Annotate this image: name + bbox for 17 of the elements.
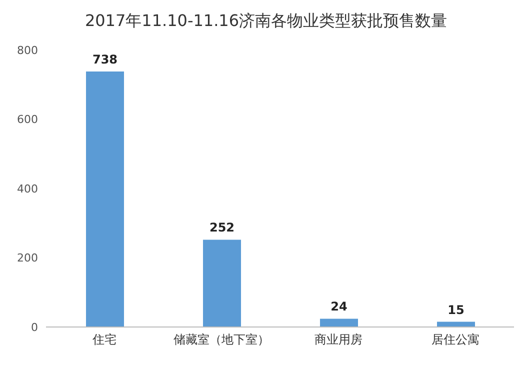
y-tick-label: 200 [17, 252, 38, 265]
data-label: 252 [209, 220, 235, 235]
y-tick-label: 800 [17, 44, 38, 57]
data-label: 15 [448, 302, 464, 317]
bar [320, 318, 358, 327]
bar [86, 71, 124, 327]
data-label: 24 [330, 300, 348, 314]
y-tick-label: 0 [31, 320, 38, 334]
x-tick-label: 储藏室（地下室） [174, 332, 270, 347]
x-tick-label: 居住公寓 [432, 332, 480, 347]
x-tick-label: 商业用房 [314, 332, 362, 347]
bar [203, 240, 241, 327]
x-tick-label: 住宅 [92, 332, 116, 347]
chart-title: 2017年11.10-11.16济南各物业类型获批预售数量 [84, 10, 448, 32]
data-label: 738 [92, 52, 118, 66]
y-tick-label: 600 [17, 113, 38, 126]
y-tick-label: 400 [17, 182, 38, 196]
